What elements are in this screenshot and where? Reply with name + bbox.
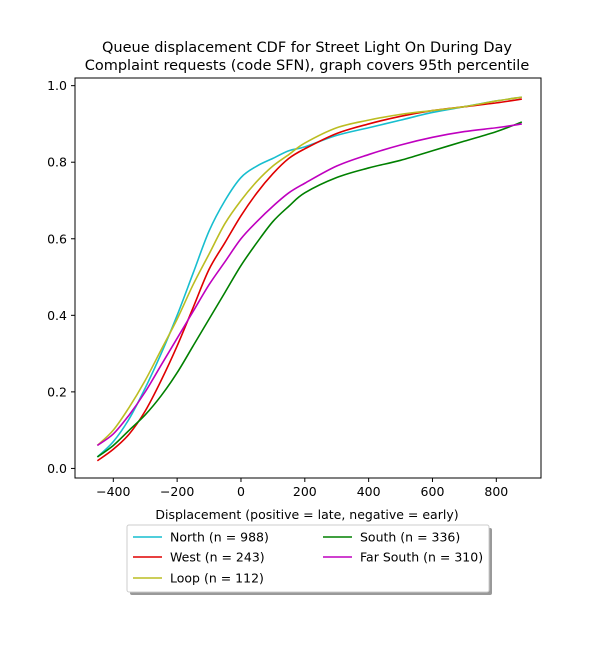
x-tick-label: 0 [237,484,245,499]
legend-label-far-south: Far South (n = 310) [360,550,483,565]
y-tick-label: 0.8 [47,155,67,170]
legend-frame [126,524,490,593]
y-tick-label: 1.0 [47,78,67,93]
y-tick-label: 0.0 [47,461,67,476]
x-tick-label: −200 [160,484,194,499]
legend-items: North (n = 988) West (n = 243) Loop (n = 1… [133,530,483,586]
y-axis-ticks: 0.0 0.2 0.4 0.6 0.8 1.0 [47,78,75,476]
x-tick-label: 400 [357,484,381,499]
x-tick-label: 800 [484,484,508,499]
legend: North (n = 988) West (n = 243) Loop (n = 1… [126,524,492,595]
chart-title-line2: Complaint requests (code SFN), graph cov… [85,58,530,74]
series-line-south [96,121,523,458]
series-line-north [96,96,522,458]
legend-label-loop: Loop (n = 112) [170,571,264,586]
legend-label-south: South (n = 336) [360,530,460,545]
x-tick-label: −400 [96,484,130,499]
x-axis-label: Displacement (positive = late, negative … [155,507,458,522]
x-axis-ticks: −400 −200 0 200 400 600 800 [96,478,508,499]
plot-frame [74,77,542,479]
x-tick-label: 600 [421,484,445,499]
y-tick-label: 0.2 [47,384,67,399]
plot-lines [96,96,523,462]
series-line-loop [96,96,522,447]
y-tick-label: 0.4 [47,308,67,323]
x-tick-label: 200 [293,484,317,499]
legend-label-north: North (n = 988) [170,530,269,545]
y-tick-label: 0.6 [47,231,67,246]
chart-title-line1: Queue displacement CDF for Street Light … [102,40,512,56]
legend-label-west: West (n = 243) [170,550,265,565]
series-line-far-south [96,123,522,447]
series-line-west [96,98,522,462]
